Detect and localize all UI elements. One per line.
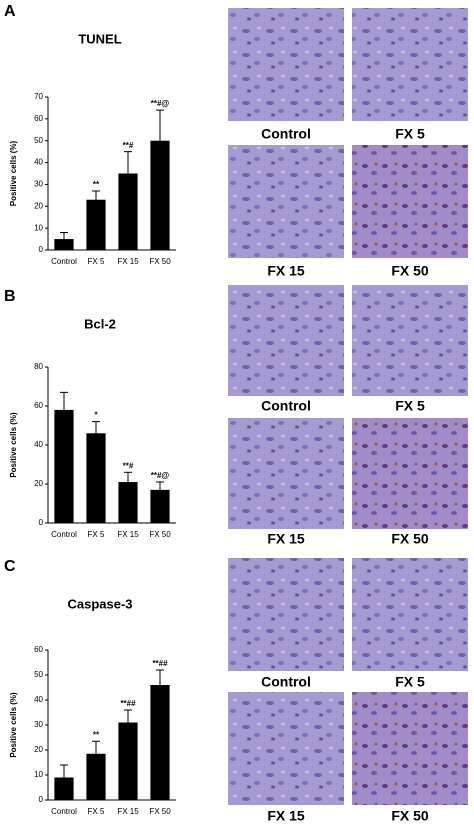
chart-title: Bcl-2: [84, 316, 116, 331]
micrograph: [352, 692, 468, 805]
significance-label: **#: [123, 141, 134, 150]
image-caption: Control: [261, 398, 311, 414]
y-tick-label: 60: [34, 645, 43, 654]
micrograph: [352, 145, 468, 258]
y-tick-label: 20: [34, 479, 43, 488]
panel-label: A: [4, 3, 16, 20]
significance-label: **#@: [151, 471, 170, 480]
panel-label: B: [4, 288, 16, 305]
image-caption: FX 15: [267, 263, 305, 279]
bar: [150, 140, 170, 250]
y-tick-label: 60: [34, 401, 43, 410]
image-caption: FX 15: [267, 808, 305, 824]
micrograph: [352, 418, 468, 529]
significance-label: **: [93, 180, 100, 189]
micrograph: [228, 285, 344, 396]
x-tick-label: FX 5: [88, 257, 105, 266]
image-caption: FX 50: [391, 808, 429, 824]
y-tick-label: 30: [34, 180, 43, 189]
bar: [86, 433, 106, 523]
significance-label: **: [93, 730, 100, 739]
y-tick-label: 0: [39, 795, 44, 804]
image-caption: Control: [261, 126, 311, 142]
y-axis-label: Positive cells (%): [9, 692, 18, 758]
significance-label: **#@: [151, 99, 170, 108]
image-caption: FX 50: [391, 263, 429, 279]
bar: [118, 482, 138, 523]
y-tick-label: 80: [34, 362, 43, 371]
bar: [54, 409, 74, 523]
y-tick-label: 50: [34, 670, 43, 679]
image-caption: FX 5: [395, 126, 425, 142]
micrograph: [228, 418, 344, 529]
significance-label: *: [94, 411, 98, 420]
y-tick-label: 30: [34, 720, 43, 729]
bar: [118, 173, 138, 250]
y-tick-label: 40: [34, 158, 43, 167]
micrograph: [228, 8, 344, 121]
x-tick-label: Control: [51, 530, 77, 539]
image-caption: Control: [261, 674, 311, 690]
micrograph: [228, 558, 344, 671]
chart-title: Caspase-3: [67, 596, 132, 611]
bar: [54, 777, 74, 800]
y-tick-label: 40: [34, 440, 43, 449]
micrograph: [228, 692, 344, 805]
x-tick-label: Control: [51, 257, 77, 266]
x-tick-label: FX 15: [117, 257, 139, 266]
y-tick-label: 10: [34, 770, 43, 779]
y-tick-label: 20: [34, 745, 43, 754]
bar: [86, 753, 106, 800]
image-caption: FX 50: [391, 531, 429, 547]
y-tick-label: 0: [39, 245, 44, 254]
image-caption: FX 15: [267, 531, 305, 547]
x-tick-label: FX 5: [88, 807, 105, 816]
y-axis-label: Positive cells (%): [9, 140, 18, 206]
significance-label: **#: [123, 461, 134, 470]
y-tick-label: 0: [39, 518, 44, 527]
image-caption: FX 5: [395, 674, 425, 690]
y-tick-label: 40: [34, 695, 43, 704]
micrograph: [352, 285, 468, 396]
significance-label: **##: [120, 699, 136, 708]
micrograph: [352, 558, 468, 671]
bar: [86, 199, 106, 250]
x-tick-label: Control: [51, 807, 77, 816]
x-tick-label: FX 15: [117, 530, 139, 539]
y-tick-label: 70: [34, 92, 43, 101]
y-axis-label: Positive cells (%): [9, 412, 18, 478]
bar: [150, 685, 170, 800]
x-tick-label: FX 50: [149, 257, 171, 266]
x-tick-label: FX 50: [149, 530, 171, 539]
panel-label: C: [4, 558, 16, 575]
micrograph: [352, 8, 468, 121]
y-tick-label: 60: [34, 114, 43, 123]
x-tick-label: FX 5: [88, 530, 105, 539]
bar: [54, 239, 74, 250]
x-tick-label: FX 50: [149, 807, 171, 816]
bar: [118, 722, 138, 800]
x-tick-label: FX 15: [117, 807, 139, 816]
micrograph: [228, 145, 344, 258]
y-tick-label: 20: [34, 201, 43, 210]
y-tick-label: 50: [34, 136, 43, 145]
chart-title: TUNEL: [78, 31, 121, 46]
significance-label: **##: [152, 659, 168, 668]
bar: [150, 489, 170, 523]
y-tick-label: 10: [34, 223, 43, 232]
image-caption: FX 5: [395, 398, 425, 414]
